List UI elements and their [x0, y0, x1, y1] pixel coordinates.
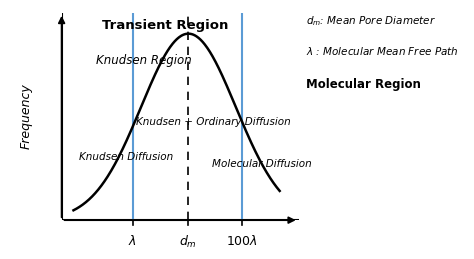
Text: Molecular Region: Molecular Region [306, 78, 420, 91]
Text: $100\lambda$: $100\lambda$ [226, 234, 258, 248]
Text: Transient Region: Transient Region [101, 19, 228, 32]
Text: $\lambda$: $\lambda$ [128, 234, 137, 248]
Text: $\lambda$ : Molecular Mean Free Path: $\lambda$ : Molecular Mean Free Path [306, 45, 458, 57]
Text: Molecular Diffusion: Molecular Diffusion [212, 159, 312, 169]
Text: $d_m$: Mean Pore Diameter: $d_m$: Mean Pore Diameter [306, 14, 436, 28]
Text: Frequency: Frequency [19, 84, 33, 149]
Text: $d_m$: $d_m$ [180, 234, 197, 250]
Text: Knudsen + Ordinary Diffusion: Knudsen + Ordinary Diffusion [137, 117, 291, 127]
Text: Knudsen Diffusion: Knudsen Diffusion [80, 152, 173, 162]
Text: Knudsen Region: Knudsen Region [96, 54, 192, 67]
